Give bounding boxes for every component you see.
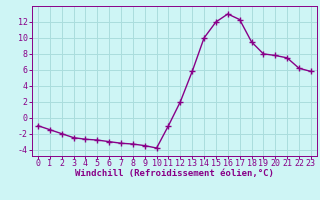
X-axis label: Windchill (Refroidissement éolien,°C): Windchill (Refroidissement éolien,°C) <box>75 169 274 178</box>
